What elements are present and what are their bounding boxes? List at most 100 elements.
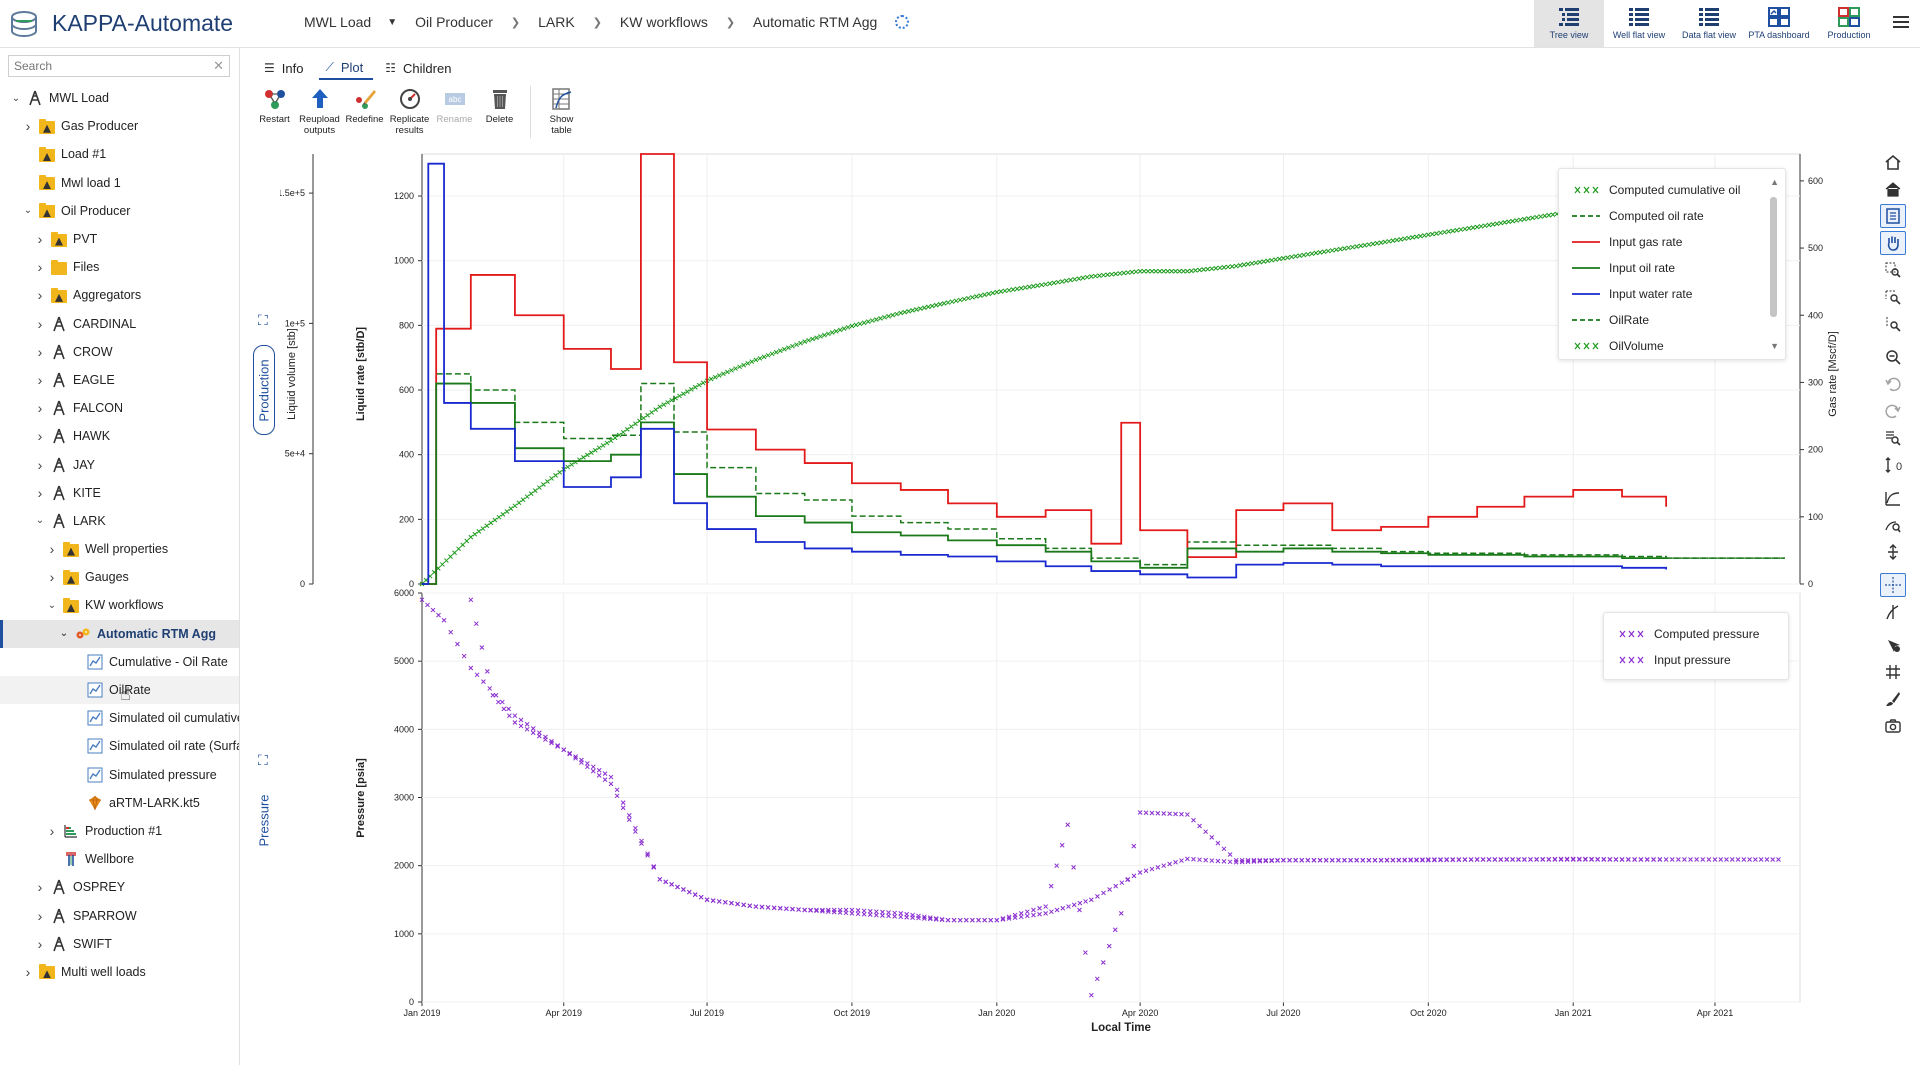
pan-tool-button[interactable]	[1880, 231, 1906, 255]
restart-button[interactable]: Restart	[252, 86, 297, 146]
redefine-button[interactable]: Redefine	[342, 86, 387, 146]
show-table-button[interactable]: Show table	[539, 86, 584, 146]
tree-item-falcon[interactable]: › FALCON	[0, 394, 239, 422]
reupload-outputs-button[interactable]: Reupload outputs	[297, 86, 342, 146]
breadcrumb-mwl-load[interactable]: MWL Load	[304, 14, 372, 30]
tree-item-load-1[interactable]: Load #1	[0, 140, 239, 168]
chevron-down-icon[interactable]: ⌄	[35, 515, 45, 527]
chevron-right-icon[interactable]: ›	[37, 315, 43, 332]
tree-item-simulated-oil-rate-surfac[interactable]: Simulated oil rate (Surfac	[0, 732, 239, 760]
zoom-box-button[interactable]	[1880, 258, 1906, 282]
curve-tool-button[interactable]	[1880, 486, 1906, 510]
chevron-right-icon[interactable]: ›	[37, 907, 43, 924]
tree-item-jay[interactable]: › JAY	[0, 450, 239, 478]
tab-info[interactable]: ☰ Info	[258, 56, 313, 80]
tree-item-mwl-load[interactable]: ⌄ MWL Load	[0, 84, 239, 112]
draw-tool-button[interactable]	[1880, 687, 1906, 711]
expand-pane-icon[interactable]: ⛶	[258, 312, 268, 328]
undo-zoom-button[interactable]	[1880, 372, 1906, 396]
tree-item-hawk[interactable]: › HAWK	[0, 422, 239, 450]
tree-item-crow[interactable]: › CROW	[0, 338, 239, 366]
tree-item-aggregators[interactable]: › Aggregators	[0, 281, 239, 309]
y-zero-button[interactable]: 0	[1880, 453, 1906, 477]
legend-item[interactable]: Input pressure	[1604, 647, 1788, 673]
tree-item-wellbore[interactable]: Wellbore	[0, 845, 239, 873]
point-info-button[interactable]	[1880, 633, 1906, 657]
legend-item[interactable]: OilVolume	[1559, 333, 1785, 359]
tree-item-sparrow[interactable]: › SPARROW	[0, 901, 239, 929]
zoom-fit-button[interactable]	[1880, 513, 1906, 537]
vertical-range-button[interactable]	[1880, 540, 1906, 564]
production-dashboard-button[interactable]: Production	[1814, 0, 1884, 47]
search-input[interactable]	[9, 56, 199, 76]
home-view-button[interactable]	[1880, 150, 1906, 174]
tree-item-files[interactable]: › Files	[0, 253, 239, 281]
legend-item[interactable]: Input gas rate	[1559, 229, 1785, 255]
clear-search-icon[interactable]: ✕	[213, 58, 224, 73]
chevron-down-icon[interactable]: ⌄	[23, 205, 33, 217]
chevron-right-icon[interactable]: ›	[37, 231, 43, 248]
legend-item[interactable]: Computed cumulative oil	[1559, 177, 1785, 203]
breadcrumb-automatic-rtm-agg[interactable]: Automatic RTM Agg	[753, 14, 878, 30]
tree-item-osprey[interactable]: › OSPREY	[0, 873, 239, 901]
tree-item-eagle[interactable]: › EAGLE	[0, 366, 239, 394]
pressure-pane-label[interactable]: Pressure	[256, 793, 272, 847]
tab-children[interactable]: ☷ Children	[379, 56, 461, 80]
tree-item-cardinal[interactable]: › CARDINAL	[0, 310, 239, 338]
chevron-right-icon[interactable]: ›	[37, 400, 43, 417]
legend-toggle-button[interactable]	[1880, 204, 1906, 228]
scroll-up-icon[interactable]: ▲	[1770, 177, 1779, 187]
home-all-button[interactable]	[1880, 177, 1906, 201]
tree-item-simulated-oil-cumulative[interactable]: Simulated oil cumulative	[0, 704, 239, 732]
tree-item-multi-well-loads[interactable]: › Multi well loads	[0, 958, 239, 986]
chevron-right-icon[interactable]: ›	[37, 879, 43, 896]
legend-item[interactable]: Computed oil rate	[1559, 203, 1785, 229]
tree-item-oil-producer[interactable]: ⌄ Oil Producer	[0, 197, 239, 225]
tree-item-gauges[interactable]: › Gauges	[0, 563, 239, 591]
tree-view-button[interactable]: Tree view	[1534, 0, 1604, 47]
production-pane-label[interactable]: Production	[253, 345, 275, 435]
zoom-y-button[interactable]	[1880, 312, 1906, 336]
zoom-out-button[interactable]	[1880, 345, 1906, 369]
tree-item-production-1[interactable]: › Production #1	[0, 817, 239, 845]
hamburger-menu-icon[interactable]	[1892, 14, 1910, 30]
crosshair-button[interactable]	[1880, 573, 1906, 597]
chevron-right-icon[interactable]: ›	[37, 371, 43, 388]
chevron-right-icon[interactable]: ›	[37, 935, 43, 952]
chevron-right-icon[interactable]: ›	[49, 569, 55, 586]
chevron-down-icon[interactable]: ⌄	[11, 92, 21, 104]
tree-item-gas-producer[interactable]: › Gas Producer	[0, 112, 239, 140]
breadcrumb-dropdown-icon[interactable]: ▼	[387, 16, 398, 28]
expand-pane-icon[interactable]: ⛶	[258, 752, 268, 768]
tree-item-swift[interactable]: › SWIFT	[0, 930, 239, 958]
breadcrumb-lark[interactable]: LARK	[538, 14, 575, 30]
tree-item-kite[interactable]: › KITE	[0, 479, 239, 507]
well-flat-view-button[interactable]: Well flat view	[1604, 0, 1674, 47]
rename-button[interactable]: abc Rename	[432, 86, 477, 146]
delete-button[interactable]: Delete	[477, 86, 522, 146]
chevron-down-icon[interactable]: ⌄	[59, 628, 69, 640]
tab-plot[interactable]: ⟋ Plot	[319, 56, 374, 80]
legend-item[interactable]: Computed pressure	[1604, 621, 1788, 647]
tree-item-automatic-rtm-agg[interactable]: ⌄ Automatic RTM Agg	[0, 619, 239, 648]
grid-toggle-button[interactable]	[1880, 660, 1906, 684]
legend-scrollbar[interactable]	[1770, 197, 1777, 317]
tree-item-mwl-load-1[interactable]: Mwl load 1	[0, 169, 239, 197]
redo-zoom-button[interactable]	[1880, 399, 1906, 423]
chevron-right-icon[interactable]: ›	[49, 541, 55, 558]
breadcrumb-oil-producer[interactable]: Oil Producer	[415, 14, 493, 30]
data-flat-view-button[interactable]: Data flat view	[1674, 0, 1744, 47]
chevron-right-icon[interactable]: ›	[37, 343, 43, 360]
tree-item-cumulative-oil-rate[interactable]: Cumulative - Oil Rate	[0, 648, 239, 676]
chevron-down-icon[interactable]: ⌄	[47, 599, 57, 611]
tree-item-pvt[interactable]: › PVT	[0, 225, 239, 253]
chevron-right-icon[interactable]: ›	[37, 428, 43, 445]
legend-item[interactable]: Input oil rate	[1559, 255, 1785, 281]
chevron-right-icon[interactable]: ›	[37, 484, 43, 501]
tree-item-simulated-pressure[interactable]: Simulated pressure	[0, 761, 239, 789]
chevron-right-icon[interactable]: ›	[37, 287, 43, 304]
chevron-right-icon[interactable]: ›	[37, 456, 43, 473]
production-pressure-plot[interactable]: Jan 2019 Apr 2019 Jul 2019 Oct 2019 Jan 2020…	[280, 150, 1850, 1055]
tree-item-oilrate[interactable]: OilRate ☝	[0, 675, 239, 705]
screenshot-button[interactable]	[1880, 714, 1906, 738]
